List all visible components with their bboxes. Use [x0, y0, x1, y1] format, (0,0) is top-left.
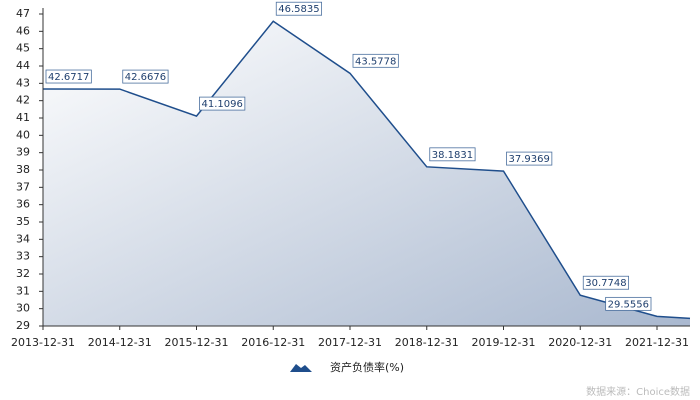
value-label-box [429, 147, 476, 162]
x-tick-label: 2019-12-31 [472, 336, 536, 349]
y-tick-label: 31 [16, 284, 30, 297]
source-note: 数据来源：Choice数据 [586, 385, 690, 398]
y-tick-label: 35 [16, 215, 30, 228]
data-label: 37.9369 [506, 151, 553, 166]
data-label: 29.5556 [605, 296, 652, 311]
x-tick-label: 2020-12-31 [548, 336, 612, 349]
value-label: 37.9369 [509, 154, 550, 165]
x-tick-label: 2016-12-31 [241, 336, 305, 349]
value-label: 29.5556 [608, 299, 649, 310]
data-label: 42.6717 [45, 69, 92, 84]
y-tick-label: 40 [16, 128, 30, 141]
y-tick-label: 32 [16, 267, 30, 280]
value-label: 42.6676 [125, 72, 166, 83]
y-tick-label: 41 [16, 111, 30, 124]
value-label: 42.6717 [48, 72, 89, 83]
value-label-box [605, 296, 652, 311]
x-tick-label: 2018-12-31 [395, 336, 459, 349]
y-tick-label: 46 [16, 24, 30, 37]
y-tick-label: 30 [16, 302, 30, 315]
value-label-box [45, 69, 92, 84]
y-tick-label: 36 [16, 198, 30, 211]
value-label-box [506, 151, 553, 166]
y-tick-label: 39 [16, 146, 30, 159]
value-label-box [582, 275, 630, 290]
x-tick-label: 2021-12-31 [625, 336, 689, 349]
y-tick-label: 33 [16, 250, 30, 263]
value-label-box [122, 69, 169, 84]
data-label: 43.5778 [352, 53, 399, 68]
y-tick-label: 43 [16, 76, 30, 89]
data-label: 41.1096 [199, 96, 246, 111]
legend-label: 资产负债率(%) [330, 360, 404, 374]
y-tick-label: 34 [16, 232, 30, 245]
value-label-box [199, 96, 246, 111]
value-label: 30.7748 [585, 278, 626, 289]
y-tick-label: 38 [16, 163, 30, 176]
data-label: 38.1831 [429, 147, 476, 162]
value-label-box [352, 53, 399, 68]
data-label: 42.6676 [122, 69, 169, 84]
x-tick-label: 2014-12-31 [88, 336, 152, 349]
legend-icon [290, 364, 312, 372]
y-tick-label: 47 [16, 7, 30, 20]
y-tick-label: 45 [16, 42, 30, 55]
data-label: 30.7748 [582, 275, 630, 290]
value-label: 41.1096 [202, 99, 243, 110]
value-label: 46.5835 [278, 4, 319, 15]
x-tick-label: 2013-12-31 [11, 336, 75, 349]
y-tick-label: 42 [16, 94, 30, 107]
value-label: 43.5778 [355, 56, 396, 67]
y-tick-label: 44 [16, 59, 30, 72]
y-tick-label: 37 [16, 180, 30, 193]
x-tick-label: 2017-12-31 [318, 336, 382, 349]
y-tick-label: 29 [16, 319, 30, 332]
value-label-box [275, 1, 323, 16]
x-tick-label: 2015-12-31 [165, 336, 229, 349]
value-label: 38.1831 [432, 150, 473, 161]
area [43, 21, 690, 327]
data-label: 46.5835 [275, 1, 323, 16]
